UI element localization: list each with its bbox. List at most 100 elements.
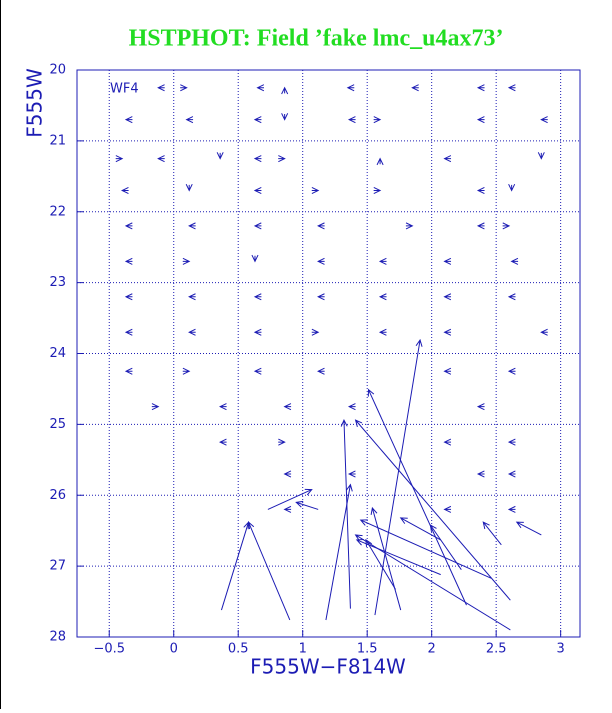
- arrow: [373, 186, 382, 194]
- arrow: [120, 186, 129, 194]
- arrow: [347, 470, 356, 478]
- arrow: [180, 84, 188, 92]
- arrow: [124, 257, 133, 265]
- arrow: [124, 328, 133, 336]
- arrow: [115, 155, 124, 163]
- arrow: [219, 403, 227, 411]
- arrow: [502, 222, 511, 230]
- arrow: [515, 521, 542, 536]
- arrow: [540, 116, 548, 124]
- y-tick-label: 23: [49, 275, 66, 290]
- arrow: [188, 222, 196, 230]
- arrow: [405, 222, 414, 230]
- arrow: [251, 254, 259, 263]
- arrow: [507, 470, 516, 478]
- arrow: [157, 155, 165, 163]
- arrow: [278, 438, 286, 446]
- y-tick-label: 28: [49, 630, 66, 645]
- arrow: [359, 519, 492, 579]
- arrow: [355, 539, 441, 576]
- y-tick-label: 22: [49, 204, 66, 219]
- arrow: [374, 338, 423, 616]
- arrow: [188, 293, 196, 301]
- x-tick-label: −0.5: [93, 642, 125, 657]
- arrow: [540, 328, 548, 336]
- arrow: [253, 222, 262, 230]
- arrow: [182, 367, 191, 375]
- x-tick-label: 3: [557, 642, 565, 657]
- arrow: [443, 438, 452, 446]
- x-tick-label: 0: [170, 642, 178, 657]
- arrow: [124, 116, 133, 124]
- arrow: [295, 500, 319, 510]
- arrow: [508, 183, 516, 192]
- arrow: [317, 222, 325, 230]
- arrow: [124, 367, 133, 375]
- arrow: [443, 257, 452, 265]
- arrow: [443, 505, 452, 513]
- arrow: [317, 293, 325, 301]
- y-tick-label: 24: [49, 346, 66, 361]
- arrow: [185, 183, 193, 192]
- arrow: [346, 84, 355, 92]
- arrow: [378, 293, 387, 301]
- arrow: [367, 388, 467, 606]
- x-tick-label: 1.5: [357, 642, 378, 657]
- arrow: [253, 186, 262, 194]
- arrow: [325, 483, 353, 621]
- arrow: [283, 505, 292, 513]
- arrow: [278, 155, 286, 163]
- arrow: [378, 257, 387, 265]
- y-tick-label: 27: [49, 559, 66, 574]
- arrow: [476, 186, 485, 194]
- arrow: [507, 84, 516, 92]
- arrow: [247, 521, 291, 621]
- arrow: [253, 293, 262, 301]
- annotation: WF4: [110, 82, 139, 97]
- arrow: [370, 506, 402, 611]
- arrow: [507, 505, 516, 513]
- arrow: [378, 328, 387, 336]
- arrow: [216, 152, 224, 160]
- y-tick-label: 21: [49, 133, 66, 148]
- arrow: [510, 257, 519, 265]
- arrow: [443, 367, 452, 375]
- arrow: [411, 84, 419, 92]
- x-tick-label: 2.5: [486, 642, 507, 657]
- arrow: [281, 113, 289, 121]
- arrow: [182, 257, 191, 265]
- y-tick-label: 20: [49, 63, 66, 78]
- arrow: [283, 403, 292, 411]
- arrow: [253, 328, 262, 336]
- y-tick-label: 25: [49, 417, 66, 432]
- arrow: [253, 367, 262, 375]
- arrow: [124, 222, 133, 230]
- arrow: [340, 418, 351, 609]
- arrow: [399, 517, 441, 541]
- arrow: [507, 367, 516, 375]
- arrow: [354, 419, 511, 601]
- x-tick-label: 1: [299, 642, 307, 657]
- arrow: [317, 367, 325, 375]
- x-tick-label: 2: [428, 642, 436, 657]
- arrow: [283, 470, 292, 478]
- arrow: [311, 186, 320, 194]
- arrow: [476, 222, 485, 230]
- arrow: [347, 403, 356, 411]
- arrow: [537, 152, 545, 160]
- arrow: [256, 84, 265, 92]
- arrow: [317, 257, 325, 265]
- arrow: [376, 157, 384, 166]
- arrow: [124, 293, 133, 301]
- x-axis-label: F555W−F814W: [250, 655, 406, 679]
- y-axis-label: F555W: [23, 68, 47, 138]
- arrow: [476, 84, 485, 92]
- arrow: [185, 116, 194, 124]
- arrow: [354, 534, 511, 631]
- y-tick-label: 26: [49, 488, 66, 503]
- arrow: [476, 116, 485, 124]
- chart-title: HSTPHOT: Field ’fake lmc_u4ax73’: [129, 26, 504, 52]
- arrow: [507, 293, 516, 301]
